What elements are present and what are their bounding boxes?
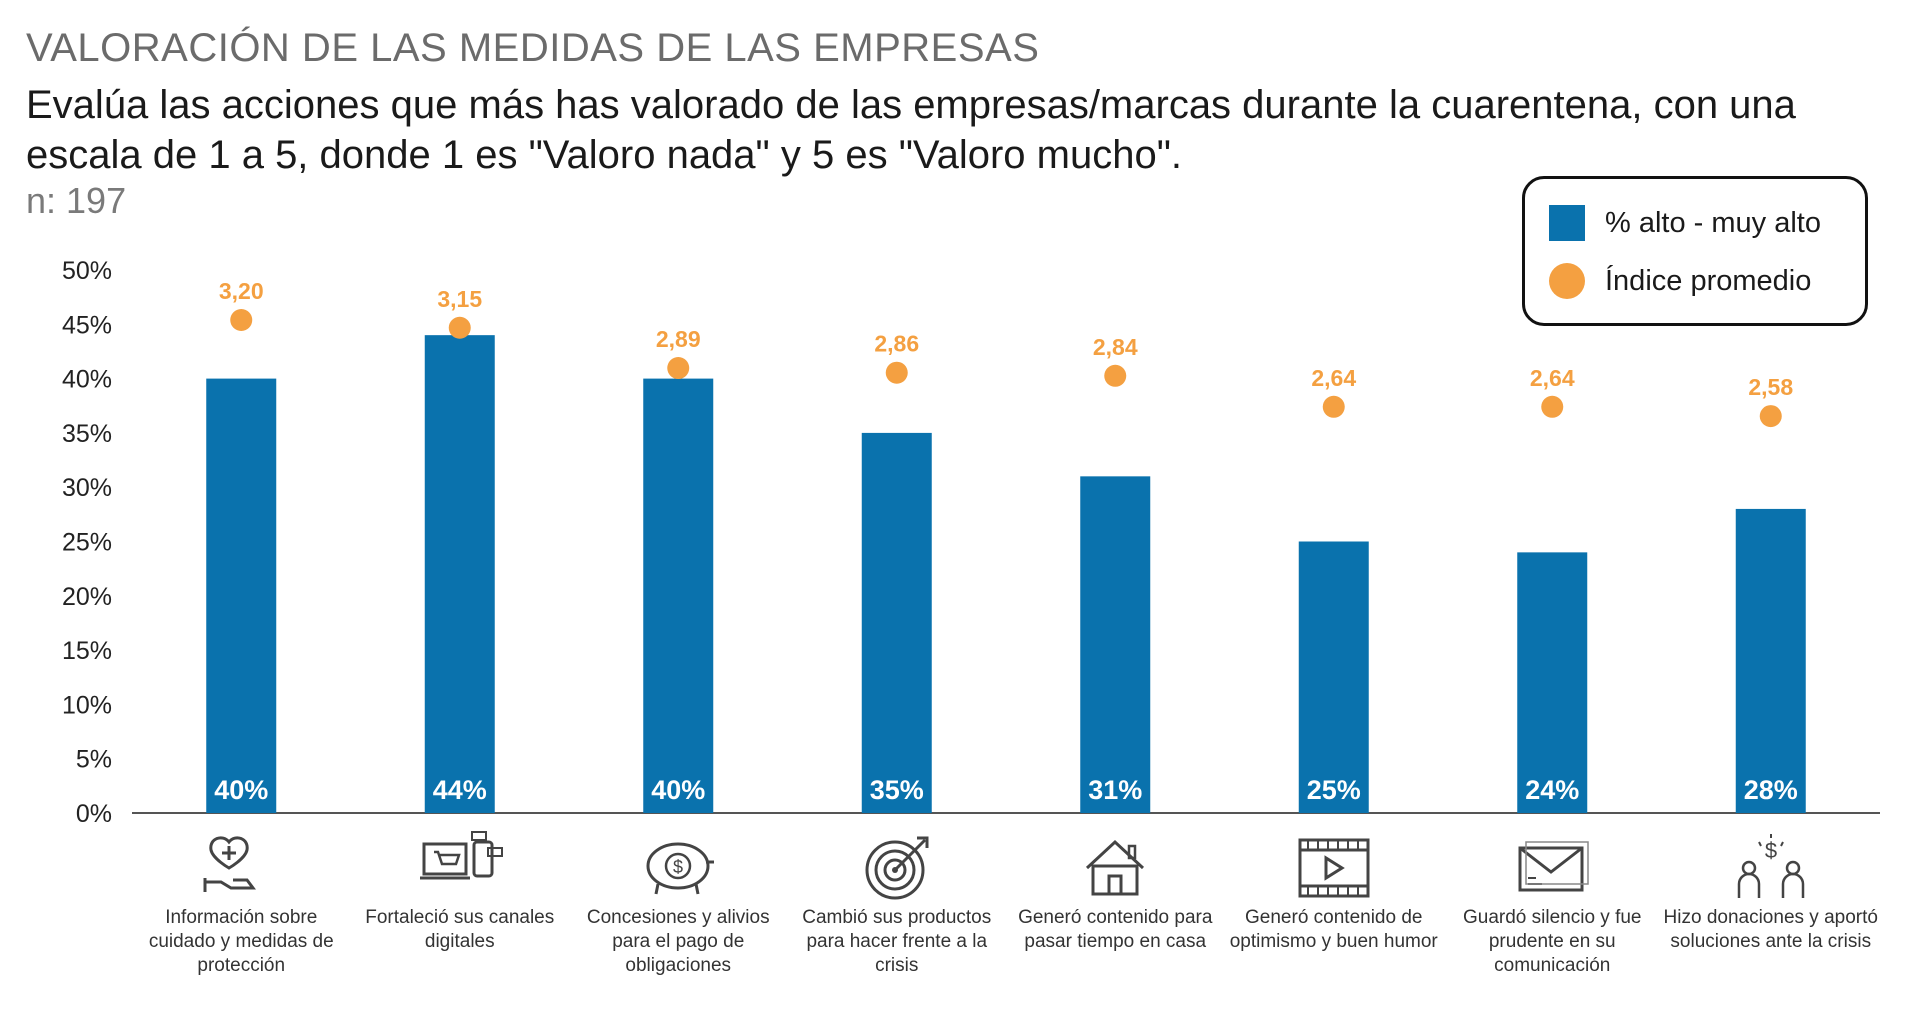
- category-label: Fortaleció sus canales digitales: [365, 907, 555, 952]
- y-tick-label: 15%: [62, 637, 112, 665]
- index-value-label: 2,64: [1530, 365, 1575, 391]
- index-value-label: 2,58: [1748, 374, 1793, 400]
- category-label: Guardó silencio y fue prudente en su com…: [1463, 907, 1642, 976]
- bar-value-label: 24%: [1525, 775, 1579, 805]
- bar-value-label: 28%: [1744, 775, 1798, 805]
- index-dot-7: [1541, 395, 1564, 418]
- piggy-bank-dollar-icon: $: [633, 828, 723, 908]
- bar-2: [424, 335, 495, 813]
- legend: % alto - muy alto Índice promedio: [1522, 176, 1868, 326]
- people-donation-icon: $: [1726, 828, 1816, 908]
- index-value-label: 3,20: [219, 278, 264, 304]
- film-play-icon: [1289, 828, 1379, 908]
- hand-heart-plus-icon: [196, 828, 286, 908]
- index-dot-2: [448, 316, 471, 339]
- bar-value-label: 25%: [1307, 775, 1361, 805]
- index-dot-6: [1322, 395, 1345, 418]
- bar-value-label: 44%: [433, 775, 487, 805]
- index-dot-5: [1104, 364, 1127, 387]
- y-tick-label: 5%: [76, 746, 112, 774]
- laptop-cart-phone-icon: [415, 828, 505, 908]
- index-dot-1: [230, 309, 253, 331]
- legend-item-dot: Índice promedio: [1549, 263, 1811, 299]
- bar-4: [861, 432, 932, 813]
- y-tick-label: 25%: [62, 529, 112, 557]
- y-tick-label: 40%: [62, 366, 112, 394]
- bar-8: [1735, 508, 1806, 813]
- svg-text:$: $: [1765, 838, 1777, 863]
- bar-value-label: 31%: [1088, 775, 1142, 805]
- category-label: Concesiones y alivios para el pago de ob…: [586, 907, 770, 976]
- envelope-icon: [1507, 828, 1597, 908]
- bar-3: [643, 378, 714, 813]
- legend-bar-label: % alto - muy alto: [1605, 206, 1821, 239]
- index-dot-4: [885, 361, 908, 384]
- index-value-label: 2,64: [1311, 365, 1356, 391]
- bar-6: [1298, 541, 1369, 813]
- legend-dot-label: Índice promedio: [1605, 264, 1812, 297]
- index-dot-8: [1759, 405, 1782, 428]
- bar-value-label: 35%: [870, 775, 924, 805]
- bar-value-label: 40%: [651, 775, 705, 805]
- bar-7: [1517, 552, 1588, 813]
- y-tick-label: 30%: [62, 474, 112, 502]
- category-label: Generó contenido de optimismo y buen hum…: [1229, 907, 1438, 952]
- y-tick-label: 0%: [76, 800, 112, 828]
- category-label: Cambió sus productos para hacer frente a…: [802, 907, 992, 976]
- legend-bar-swatch: [1549, 205, 1585, 241]
- bar-1: [206, 378, 277, 813]
- index-value-label: 3,15: [437, 286, 482, 312]
- sample-size: n: 197: [26, 180, 127, 221]
- legend-item-bar: % alto - muy alto: [1549, 205, 1821, 241]
- bar-5: [1080, 476, 1151, 813]
- y-tick-label: 50%: [62, 257, 112, 285]
- svg-text:$: $: [673, 857, 683, 877]
- index-value-label: 2,84: [1093, 334, 1138, 360]
- index-value-label: 2,86: [874, 331, 919, 357]
- y-tick-label: 45%: [62, 311, 112, 339]
- legend-dot-swatch: [1549, 263, 1585, 299]
- chart-subtitle: Evalúa las acciones que más has valorado…: [26, 83, 1796, 177]
- y-tick-label: 20%: [62, 583, 112, 611]
- target-arrow-icon: [852, 828, 942, 908]
- chart-title: VALORACIÓN DE LAS MEDIDAS DE LAS EMPRESA…: [26, 26, 1040, 70]
- category-label: Generó contenido para pasar tiempo en ca…: [1018, 907, 1213, 952]
- bar-value-label: 40%: [214, 775, 268, 805]
- index-value-label: 2,89: [656, 326, 701, 352]
- index-dot-3: [667, 357, 690, 380]
- y-tick-label: 35%: [62, 420, 112, 448]
- category-label: Hizo donaciones y aportó soluciones ante…: [1663, 907, 1878, 952]
- house-icon: [1070, 828, 1160, 908]
- category-label: Información sobre cuidado y medidas de p…: [148, 907, 334, 976]
- y-tick-label: 10%: [62, 691, 112, 719]
